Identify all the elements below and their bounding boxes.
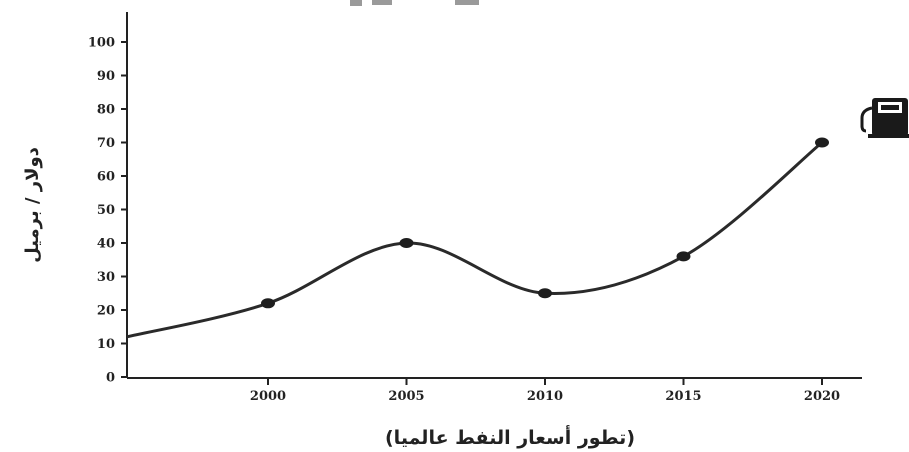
fuel-pump-icon — [860, 98, 909, 138]
chart-axes — [126, 12, 862, 379]
data-point — [261, 298, 275, 309]
y-tick-label: 100 — [88, 36, 115, 51]
series-line — [126, 141, 823, 339]
y-tick-label: 70 — [97, 136, 115, 151]
y-tick-label: 60 — [97, 170, 115, 185]
data-point — [676, 251, 691, 262]
data-points — [261, 137, 829, 309]
x-tick-label: 2010 — [527, 389, 563, 404]
y-tick-label: 40 — [97, 237, 115, 252]
x-tick-label: 2005 — [388, 389, 424, 404]
y-ticks: 0 10 20 30 40 50 60 70 80 90 100 — [88, 36, 127, 386]
y-tick-label: 30 — [97, 270, 115, 285]
data-point — [399, 238, 414, 248]
data-point — [815, 137, 829, 148]
cropped-title — [350, 0, 479, 6]
y-axis-title: دولار / برميل — [22, 147, 43, 263]
y-tick-label: 80 — [97, 103, 115, 118]
y-tick-label: 20 — [97, 304, 115, 319]
data-point — [538, 288, 552, 299]
x-ticks: 2000 2005 2010 2015 2020 — [250, 378, 840, 404]
y-tick-label: 10 — [97, 337, 115, 352]
y-tick-label: 0 — [106, 371, 115, 386]
y-tick-label: 50 — [97, 203, 115, 218]
x-tick-label: 2015 — [665, 389, 701, 404]
x-tick-label: 2020 — [804, 389, 840, 404]
y-tick-label: 90 — [97, 69, 115, 84]
x-tick-label: 2000 — [250, 389, 286, 404]
x-axis-title: (تطور أسعار النفط عالميا) — [385, 425, 635, 449]
